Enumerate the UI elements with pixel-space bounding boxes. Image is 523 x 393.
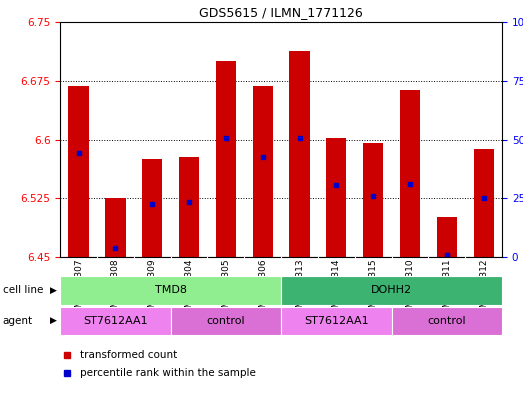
Text: TMD8: TMD8 [155, 285, 187, 296]
Text: ▶: ▶ [50, 286, 56, 295]
Text: control: control [207, 316, 245, 326]
Text: transformed count: transformed count [80, 350, 177, 360]
Bar [105, 198, 126, 257]
Bar [253, 86, 273, 257]
Bar [60, 276, 281, 305]
Title: GDS5615 / ILMN_1771126: GDS5615 / ILMN_1771126 [199, 6, 363, 19]
Text: ▶: ▶ [50, 316, 56, 325]
Bar [326, 138, 346, 257]
Text: control: control [427, 316, 466, 326]
Text: percentile rank within the sample: percentile rank within the sample [80, 368, 256, 378]
Bar [392, 307, 502, 335]
Text: ST7612AA1: ST7612AA1 [304, 316, 369, 326]
Bar [69, 86, 89, 257]
Bar [142, 159, 162, 257]
Bar [400, 90, 420, 257]
Bar [179, 157, 199, 257]
Bar [216, 61, 236, 257]
Text: agent: agent [3, 316, 33, 326]
Bar [281, 307, 392, 335]
Bar [363, 143, 383, 257]
Text: ST7612AA1: ST7612AA1 [83, 316, 147, 326]
Bar [60, 307, 170, 335]
Bar [170, 307, 281, 335]
Bar [281, 276, 502, 305]
Bar [437, 217, 457, 257]
Text: cell line: cell line [3, 285, 43, 296]
Bar [473, 149, 494, 257]
Text: DOHH2: DOHH2 [371, 285, 412, 296]
Bar [289, 51, 310, 257]
